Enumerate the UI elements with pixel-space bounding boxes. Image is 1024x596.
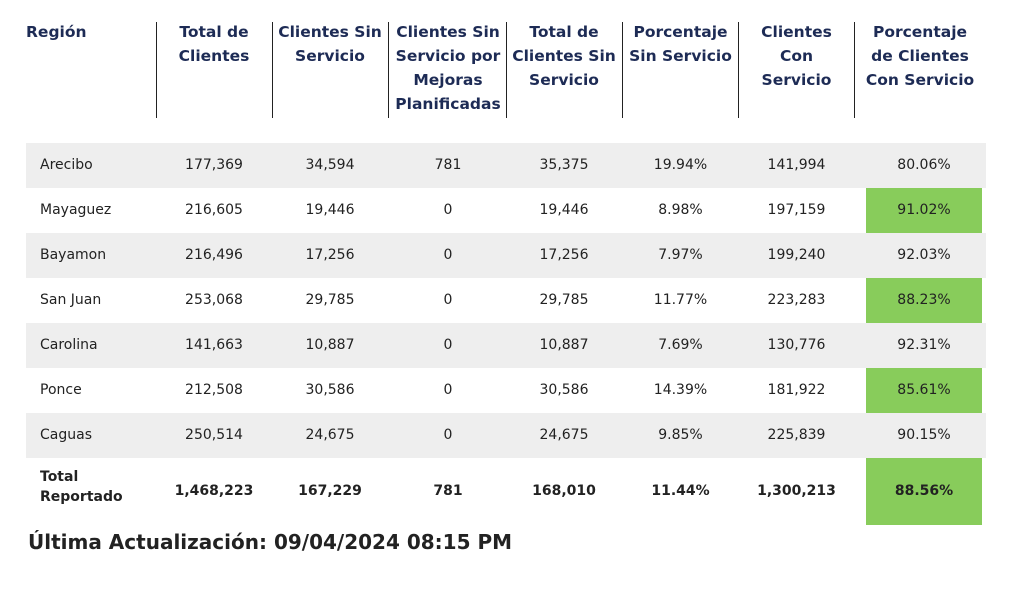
cell-pct-sin-servicio: 7.69% xyxy=(658,337,703,353)
cell-pct-con-servicio: 88.23% xyxy=(897,292,951,308)
cell-pct-con-servicio: 91.02% xyxy=(897,202,951,218)
cell-mejoras: 0 xyxy=(443,382,453,398)
cell-pct-sin-servicio: 9.85% xyxy=(658,427,703,443)
cell-sin-servicio: 24,675 xyxy=(305,427,355,443)
cell-total-sin-servicio: 19,446 xyxy=(539,202,589,218)
header-total-sin-servicio: Total de Clientes Sin Servicio xyxy=(512,23,616,89)
header-clientes-sin-servicio: Clientes Sin Servicio xyxy=(278,23,382,65)
cell-sin-servicio: 34,594 xyxy=(305,157,355,173)
cell-region: San Juan xyxy=(40,292,102,308)
table-row-total: Total Reportado 1,468,223 167,229 781 16… xyxy=(26,458,986,525)
cell-region: Mayaguez xyxy=(40,202,112,218)
cell-pct-con-servicio: 80.06% xyxy=(897,157,951,173)
cell-con-servicio: 199,240 xyxy=(767,247,826,263)
cell-con-servicio: 130,776 xyxy=(767,337,826,353)
header-divider xyxy=(622,22,623,118)
cell-region: Carolina xyxy=(40,337,98,353)
cell-total-sin-servicio: 29,785 xyxy=(539,292,589,308)
cell-pct-sin-servicio: 19.94% xyxy=(653,157,708,173)
cell-total-sin-servicio: 168,010 xyxy=(532,483,596,499)
cell-pct-sin-servicio: 7.97% xyxy=(658,247,703,263)
cell-sin-servicio: 19,446 xyxy=(305,202,355,218)
cell-mejoras: 0 xyxy=(443,427,453,443)
header-divider xyxy=(506,22,507,118)
header-divider xyxy=(738,22,739,118)
cell-total-clientes: 253,068 xyxy=(185,292,243,308)
cell-con-servicio: 225,839 xyxy=(767,427,826,443)
cell-total-sin-servicio: 35,375 xyxy=(539,157,589,173)
cell-pct-con-servicio: 90.15% xyxy=(897,427,951,443)
cell-con-servicio: 181,922 xyxy=(767,382,826,398)
table-row: Arecibo 177,369 34,594 781 35,375 19.94%… xyxy=(26,143,986,188)
last-updated: Última Actualización: 09/04/2024 08:15 P… xyxy=(28,530,513,554)
cell-pct-sin-servicio: 11.77% xyxy=(653,292,708,308)
cell-sin-servicio: 10,887 xyxy=(305,337,355,353)
header-divider xyxy=(388,22,389,118)
cell-con-servicio: 197,159 xyxy=(767,202,826,218)
header-total-clientes: Total de Clientes xyxy=(178,23,250,65)
cell-pct-con-servicio: 92.31% xyxy=(897,337,951,353)
cell-total-clientes: 212,508 xyxy=(185,382,243,398)
header-clientes-con-servicio: Clientes Con Servicio xyxy=(761,23,832,89)
cell-mejoras: 0 xyxy=(443,337,453,353)
header-divider xyxy=(156,22,157,118)
header-divider xyxy=(854,22,855,118)
cell-sin-servicio: 30,586 xyxy=(305,382,355,398)
table-row: Ponce 212,508 30,586 0 30,586 14.39% 181… xyxy=(26,368,986,413)
cell-total-clientes: 1,468,223 xyxy=(174,483,254,499)
cell-total-sin-servicio: 10,887 xyxy=(539,337,589,353)
cell-mejoras: 0 xyxy=(443,247,453,263)
cell-mejoras: 781 xyxy=(433,483,463,499)
table-row: Caguas 250,514 24,675 0 24,675 9.85% 225… xyxy=(26,413,986,458)
cell-pct-con-servicio: 92.03% xyxy=(897,247,951,263)
header-sin-servicio-mejoras: Clientes Sin Servicio por Mejoras Planif… xyxy=(395,23,501,113)
cell-region: Arecibo xyxy=(40,157,93,173)
cell-region: Ponce xyxy=(40,382,82,398)
cell-region-total: Total Reportado xyxy=(40,469,123,505)
header-region: Región xyxy=(26,23,87,41)
cell-region: Caguas xyxy=(40,427,92,443)
cell-total-sin-servicio: 30,586 xyxy=(539,382,589,398)
cell-total-clientes: 177,369 xyxy=(185,157,243,173)
cell-pct-con-servicio: 88.56% xyxy=(894,483,954,499)
cell-pct-sin-servicio: 14.39% xyxy=(653,382,708,398)
cell-con-servicio: 141,994 xyxy=(767,157,826,173)
cell-region: Bayamon xyxy=(40,247,107,263)
cell-sin-servicio: 17,256 xyxy=(305,247,355,263)
table-row: Mayaguez 216,605 19,446 0 19,446 8.98% 1… xyxy=(26,188,986,233)
table-row: Carolina 141,663 10,887 0 10,887 7.69% 1… xyxy=(26,323,986,368)
cell-pct-sin-servicio: 11.44% xyxy=(651,483,710,499)
table-header: Región Total de Clientes Clientes Sin Se… xyxy=(26,20,986,120)
cell-total-sin-servicio: 17,256 xyxy=(539,247,589,263)
cell-total-clientes: 216,496 xyxy=(185,247,243,263)
cell-total-sin-servicio: 24,675 xyxy=(539,427,589,443)
cell-con-servicio: 1,300,213 xyxy=(757,483,836,499)
cell-mejoras: 781 xyxy=(434,157,462,173)
header-porcentaje-sin-servicio: Porcentaje Sin Servicio xyxy=(629,23,732,65)
cell-pct-sin-servicio: 8.98% xyxy=(658,202,703,218)
cell-mejoras: 0 xyxy=(443,292,453,308)
cell-mejoras: 0 xyxy=(443,202,453,218)
cell-pct-con-servicio: 85.61% xyxy=(897,382,951,398)
cell-total-clientes: 216,605 xyxy=(185,202,243,218)
table-row: Bayamon 216,496 17,256 0 17,256 7.97% 19… xyxy=(26,233,986,278)
cell-total-clientes: 141,663 xyxy=(185,337,243,353)
table-row: San Juan 253,068 29,785 0 29,785 11.77% … xyxy=(26,278,986,323)
cell-sin-servicio: 167,229 xyxy=(298,483,362,499)
header-divider xyxy=(272,22,273,118)
cell-sin-servicio: 29,785 xyxy=(305,292,355,308)
cell-con-servicio: 223,283 xyxy=(767,292,826,308)
header-porcentaje-con-servicio: Porcentaje de Clientes Con Servicio xyxy=(865,23,975,89)
cell-total-clientes: 250,514 xyxy=(185,427,243,443)
